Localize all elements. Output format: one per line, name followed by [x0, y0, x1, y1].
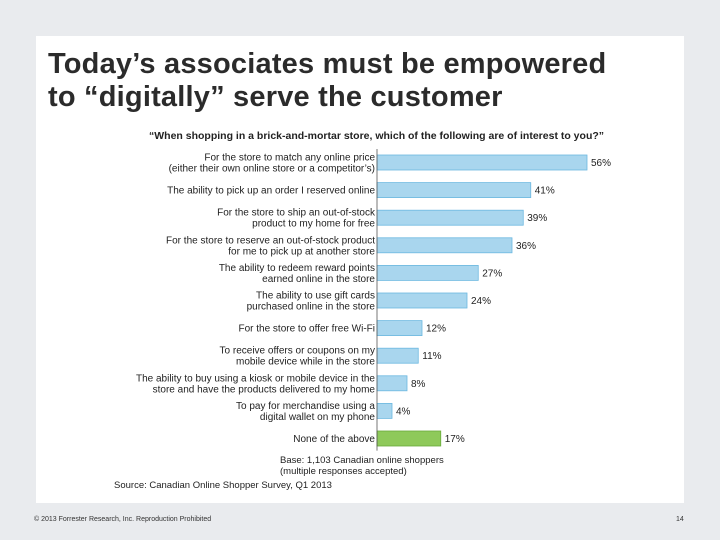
bar-1: [376, 182, 532, 199]
category-label-2: For the store to ship an out-of-stock pro…: [217, 208, 376, 230]
copyright-notice: © 2013 Forrester Research, Inc. Reproduc…: [34, 516, 212, 523]
bar-7: [376, 347, 419, 364]
value-label-6: 12%: [426, 324, 446, 335]
category-label-8: The ability to buy using a kiosk or mobi…: [136, 373, 375, 395]
category-label-6: For the store to offer free Wi-Fi: [238, 324, 375, 335]
title-line-1: Today’s associates must be empowered: [48, 48, 607, 80]
value-label-10: 17%: [445, 434, 465, 445]
bar-2: [376, 209, 524, 226]
bar-9: [376, 402, 393, 419]
bar-0: [376, 154, 588, 171]
value-label-4: 27%: [482, 268, 502, 279]
category-label-4: The ability to redeem reward points earne…: [219, 263, 376, 285]
bar-6: [376, 320, 423, 337]
source-note: Source: Canadian Online Shopper Survey, …: [114, 480, 332, 491]
base-line-2: (multiple responses accepted): [280, 465, 407, 477]
value-label-1: 41%: [535, 186, 555, 197]
value-label-0: 56%: [591, 158, 611, 169]
category-label-1: The ability to pick up an order I reserv…: [167, 186, 375, 197]
slide: Today’s associates must be empowered to …: [36, 36, 684, 503]
bar-10: [376, 430, 442, 447]
base-note: Base: 1,103 Canadian online shoppers (mu…: [280, 455, 444, 477]
category-label-0: For the store to match any online price(…: [169, 153, 376, 175]
value-label-7: 11%: [422, 351, 441, 362]
title-line-2: to “digitally” serve the customer: [48, 81, 503, 113]
page-number: 14: [676, 516, 684, 523]
value-label-8: 8%: [411, 379, 426, 390]
category-label-5: The ability to use gift cards purchased o…: [247, 291, 376, 313]
value-label-9: 4%: [396, 406, 411, 417]
category-label-3: For the store to reserve an out-of-stock…: [166, 235, 375, 257]
bar-3: [376, 237, 513, 254]
category-label-10: None of the above: [293, 434, 375, 445]
value-label-3: 36%: [516, 241, 536, 252]
category-label-9: To pay for merchandise using a digital wa…: [236, 401, 375, 423]
slide-title: Today’s associates must be empowered to …: [48, 48, 668, 114]
chart-question: “When shopping in a brick-and-mortar sto…: [149, 130, 605, 142]
bar-5: [376, 292, 468, 309]
value-label-2: 39%: [527, 213, 547, 224]
base-line-1: Base: 1,103 Canadian online shoppers: [280, 455, 444, 466]
category-label-7: To receive offers or coupons on my mobile…: [220, 346, 376, 368]
bar-8: [376, 375, 408, 392]
value-label-5: 24%: [471, 296, 491, 307]
bar-4: [376, 264, 479, 281]
